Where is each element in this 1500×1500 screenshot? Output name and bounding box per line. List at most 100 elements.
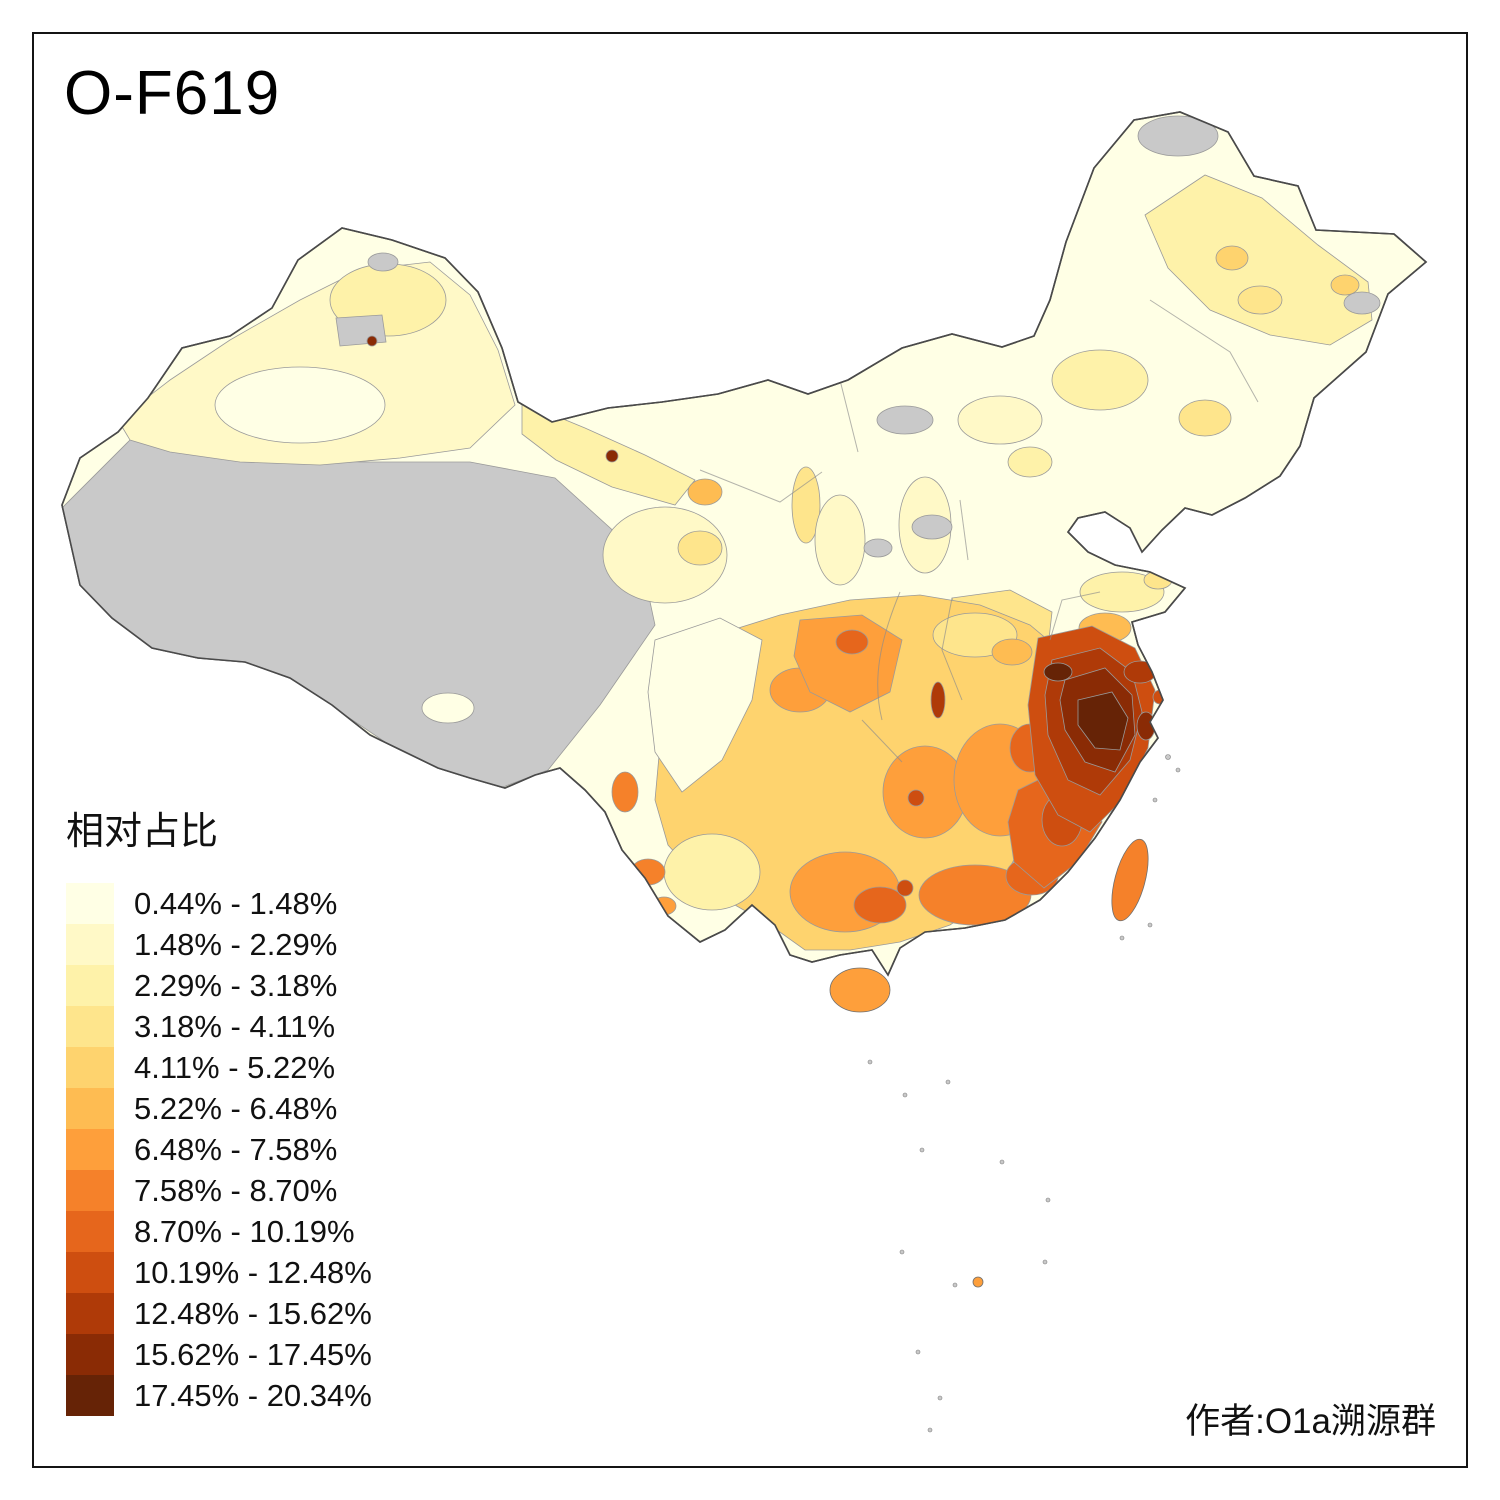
province-boundary — [1049, 591, 1101, 641]
region-xinjiang-gray-top — [367, 252, 399, 272]
tiny-island — [1165, 754, 1171, 760]
province-boundary — [839, 379, 859, 453]
region-qinghai-spot — [677, 530, 723, 566]
legend-item: 2.29% - 3.18% — [66, 965, 372, 1006]
legend-item: 1.48% - 2.29% — [66, 924, 372, 965]
tiny-island — [919, 1147, 925, 1153]
legend-swatch — [66, 965, 114, 1006]
tiny-island — [1147, 922, 1153, 928]
tiny-island — [927, 1427, 933, 1433]
legend-swatch — [66, 1129, 114, 1170]
page-title: O-F619 — [64, 59, 281, 128]
tiny-island — [937, 1395, 943, 1401]
province-boundary — [699, 469, 823, 503]
region-gansu-orange-spot — [687, 478, 723, 506]
tiny-island — [1045, 1197, 1051, 1203]
legend-label: 12.48% - 15.62% — [134, 1295, 372, 1331]
region-northeast-gray-east — [1343, 291, 1381, 315]
region-yunnan-spot-2 — [630, 858, 666, 886]
region-shandong — [1079, 571, 1165, 613]
region-gansu-red-dot — [605, 449, 619, 463]
region-innermongolia-east — [1051, 349, 1149, 411]
tiny-island — [902, 1092, 908, 1098]
south-china-sea-islands — [867, 754, 1181, 1433]
region-taiwan — [1111, 838, 1149, 922]
tiny-island — [1152, 797, 1158, 803]
region-sichuan-west-pale — [647, 617, 763, 793]
legend-swatch — [66, 1334, 114, 1375]
tiny-island — [945, 1079, 951, 1085]
legend-item: 5.22% - 6.48% — [66, 1088, 372, 1129]
legend-swatch — [66, 1252, 114, 1293]
region-innermongolia-gray-1 — [876, 405, 934, 435]
legend-item: 6.48% - 7.58% — [66, 1129, 372, 1170]
legend-swatch — [66, 1047, 114, 1088]
legend-label: 5.22% - 6.48% — [134, 1090, 338, 1126]
tiny-island — [867, 1059, 873, 1065]
region-innermongolia-gray-3 — [863, 538, 893, 558]
tiny-island — [999, 1159, 1005, 1165]
legend-swatch — [66, 883, 114, 924]
region-hainan — [829, 967, 891, 1013]
region-yunnan-spot-3 — [651, 896, 677, 916]
region-innermongolia-gray-2 — [911, 514, 953, 540]
legend-label: 8.70% - 10.19% — [134, 1213, 355, 1249]
region-hunan — [882, 745, 968, 839]
tiny-island — [1119, 935, 1125, 941]
region-zhejiang-core — [1077, 691, 1129, 751]
tiny-island — [915, 1349, 921, 1355]
legend-label: 6.48% - 7.58% — [134, 1131, 338, 1167]
legend-item: 4.11% - 5.22% — [66, 1047, 372, 1088]
region-tibet-pale-spot — [421, 692, 475, 724]
region-guangxi-spot — [896, 879, 914, 897]
region-northeast-gray-corner — [1137, 115, 1219, 157]
legend-item: 15.62% - 17.45% — [66, 1334, 372, 1375]
legend-swatch — [66, 1211, 114, 1252]
legend-item: 10.19% - 12.48% — [66, 1252, 372, 1293]
legend-item: 8.70% - 10.19% — [66, 1211, 372, 1252]
legend-item: 7.58% - 8.70% — [66, 1170, 372, 1211]
region-nodata-west — [62, 439, 656, 791]
tiny-island — [899, 1249, 905, 1255]
legend-swatch — [66, 1375, 114, 1416]
region-yunnan-pale — [663, 833, 761, 911]
region-beijing-area — [1007, 446, 1053, 478]
region-northeast-spot-2 — [1330, 274, 1360, 296]
legend-item: 0.44% - 1.48% — [66, 883, 372, 924]
region-ningxia — [791, 466, 821, 544]
region-northeast-spot-1 — [1215, 245, 1249, 271]
province-boundary — [941, 597, 963, 701]
legend-label: 3.18% - 4.11% — [134, 1008, 336, 1044]
region-xinjiang-red-dot — [366, 335, 378, 347]
legend-item: 17.45% - 20.34% — [66, 1375, 372, 1416]
region-chongqing — [793, 614, 903, 713]
legend-label: 1.48% - 2.29% — [134, 926, 338, 962]
region-jiangsu-south-dark — [1043, 662, 1073, 682]
tiny-island — [1042, 1259, 1048, 1265]
region-tarim-pale — [214, 366, 386, 444]
legend-title: 相对占比 — [66, 811, 219, 853]
region-shaanxi-north — [814, 494, 866, 586]
legend: 相对占比 0.44% - 1.48% 1.48% - 2.29% 2.29% -… — [66, 800, 372, 1416]
region-xinjiang-gray-patch — [335, 314, 387, 347]
legend-label: 10.19% - 12.48% — [134, 1254, 372, 1290]
legend-item: 3.18% - 4.11% — [66, 1006, 372, 1047]
region-chongqing-dark — [835, 629, 869, 655]
legend-swatch — [66, 1088, 114, 1129]
legend-swatch — [66, 1006, 114, 1047]
province-boundary — [877, 591, 901, 721]
orange-islet — [972, 1276, 984, 1288]
province-boundary — [959, 499, 969, 561]
region-hubei-orange — [991, 638, 1033, 666]
legend-swatch — [66, 1170, 114, 1211]
legend-item: 12.48% - 15.62% — [66, 1293, 372, 1334]
region-liaoning — [1178, 399, 1232, 437]
region-guangxi-dark — [853, 886, 907, 924]
legend-swatch — [66, 1293, 114, 1334]
region-hunan-dark-spot — [907, 789, 925, 807]
province-boundary — [1149, 299, 1259, 403]
region-northeast-mid — [1237, 285, 1283, 315]
tiny-island — [952, 1282, 958, 1288]
